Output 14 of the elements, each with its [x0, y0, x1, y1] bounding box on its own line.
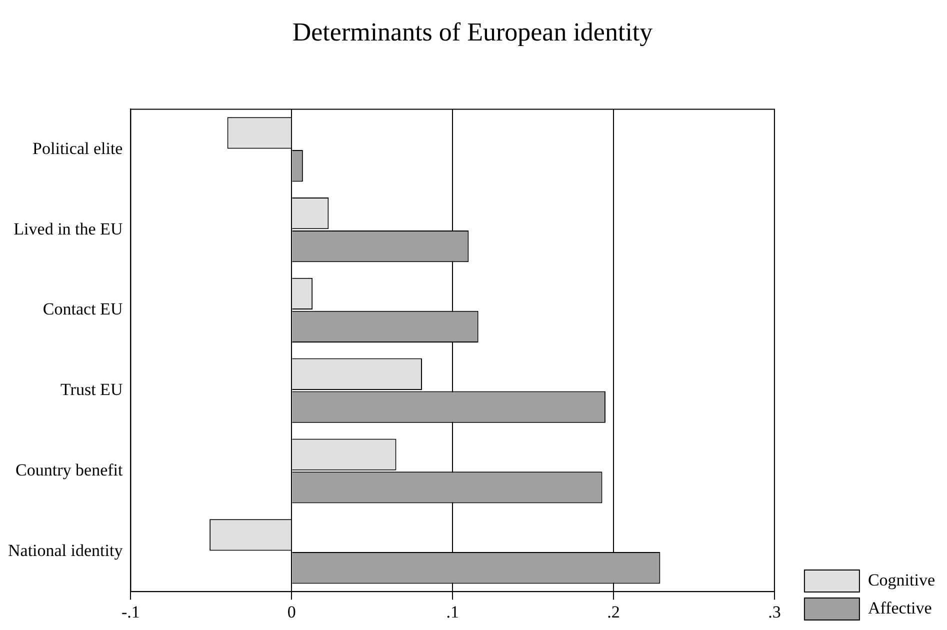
chart-title: Determinants of European identity — [292, 17, 653, 46]
y-tick-label: Lived in the EU — [14, 219, 123, 238]
y-tick-label: Country benefit — [16, 460, 123, 480]
y-tick-label: Contact EU — [42, 300, 123, 319]
y-tick-label: National identity — [8, 540, 124, 560]
y-tick-label: Political elite — [32, 138, 123, 158]
legend-label: Cognitive — [868, 570, 936, 590]
y-tick-label: Trust EU — [60, 380, 123, 400]
x-tick-label: 0 — [287, 602, 296, 622]
x-tick-label: -.1 — [122, 602, 140, 622]
x-tick-label: .1 — [446, 602, 459, 622]
x-tick-label: .3 — [768, 602, 781, 622]
legend-label: Affective — [868, 598, 932, 618]
x-tick-label: .2 — [607, 602, 620, 622]
